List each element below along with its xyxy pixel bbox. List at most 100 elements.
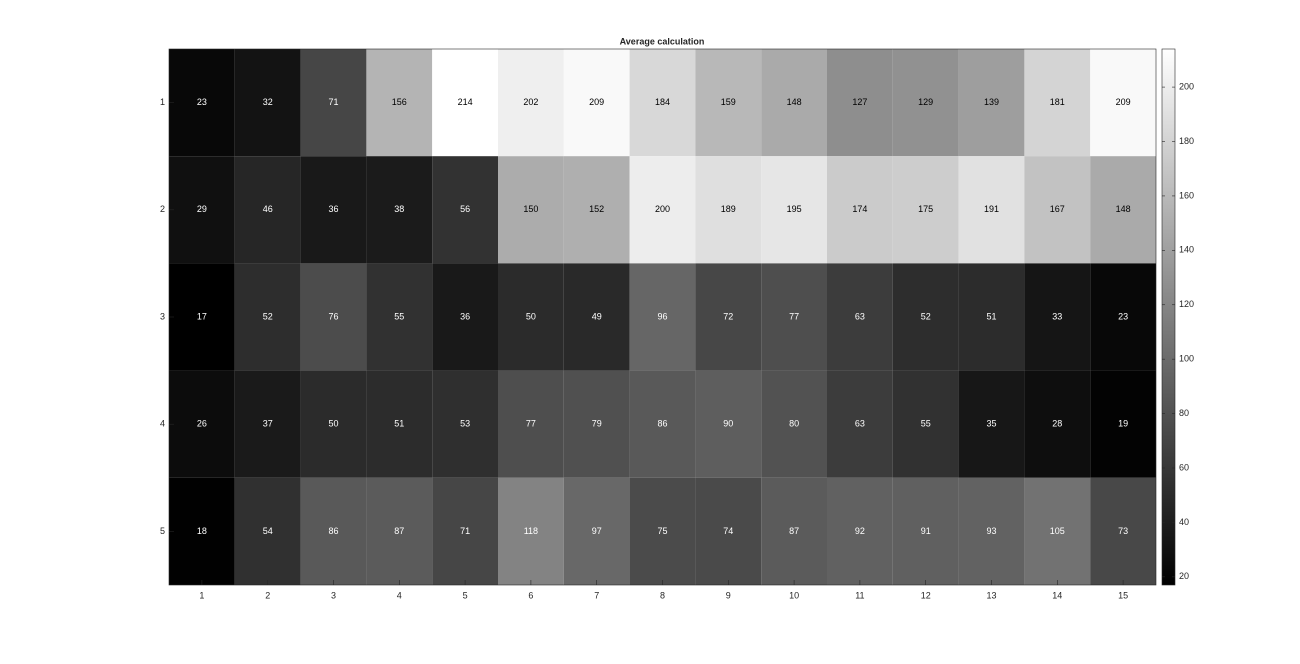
cell (695, 370, 762, 478)
x-tick-label: 9 (726, 590, 731, 600)
cell-label: 152 (589, 204, 604, 214)
cell-label: 73 (1118, 526, 1128, 536)
cell (827, 477, 893, 585)
cell-label: 71 (460, 526, 470, 536)
y-tick-label: 1 (160, 97, 165, 107)
cell-label: 55 (921, 419, 931, 429)
cell-label: 191 (984, 204, 999, 214)
cell (498, 263, 564, 371)
cell-label: 51 (394, 419, 404, 429)
cell (300, 477, 367, 585)
cell (958, 370, 1025, 478)
cell (563, 370, 630, 478)
cell-label: 195 (787, 204, 802, 214)
cell (761, 477, 827, 585)
cell-label: 50 (328, 419, 338, 429)
cell (1090, 370, 1156, 478)
cell (892, 49, 959, 157)
cell (695, 156, 762, 264)
cell (695, 263, 762, 371)
x-tick-label: 14 (1052, 590, 1062, 600)
cell-label: 74 (723, 526, 733, 536)
colorbar-tick-label: 120 (1179, 299, 1194, 309)
colorbar-tick-label: 100 (1179, 354, 1194, 364)
x-tick-label: 12 (921, 590, 931, 600)
cell-label: 32 (263, 97, 273, 107)
cell-label: 33 (1052, 311, 1062, 321)
cell (300, 263, 367, 371)
cell-label: 23 (197, 97, 207, 107)
y-tick-label: 2 (160, 204, 165, 214)
cell-label: 53 (460, 419, 470, 429)
cell (432, 370, 498, 478)
cell-label: 55 (394, 311, 404, 321)
x-tick-label: 7 (594, 590, 599, 600)
cell (234, 477, 301, 585)
cell-label: 80 (789, 419, 799, 429)
cell-label: 175 (918, 204, 933, 214)
cell-label: 38 (394, 204, 404, 214)
cell (827, 49, 893, 157)
cell-label: 90 (723, 419, 733, 429)
x-tick-label: 11 (855, 590, 864, 600)
cell-label: 93 (986, 526, 996, 536)
cell (1090, 156, 1156, 264)
cell-label: 23 (1118, 311, 1128, 321)
cell (234, 156, 301, 264)
cell-label: 86 (657, 419, 667, 429)
cell (300, 156, 367, 264)
colorbar-tick-label: 40 (1179, 517, 1189, 527)
cell (1090, 477, 1156, 585)
cell-label: 36 (460, 311, 470, 321)
cell-label: 26 (197, 419, 207, 429)
cell (563, 477, 630, 585)
colorbar-tick-label: 140 (1179, 245, 1194, 255)
x-tick-label: 2 (265, 590, 270, 600)
cell-label: 18 (197, 526, 207, 536)
colorbar-tick-label: 160 (1179, 190, 1194, 200)
cell (432, 49, 498, 157)
cell-label: 189 (721, 204, 736, 214)
cell-label: 167 (1050, 204, 1065, 214)
cell-label: 202 (523, 97, 538, 107)
y-tick-label: 4 (160, 419, 165, 429)
cell-label: 51 (986, 311, 996, 321)
cell-label: 91 (921, 526, 931, 536)
cell (958, 49, 1025, 157)
cell (563, 156, 630, 264)
cell-label: 200 (655, 204, 670, 214)
cell-label: 129 (918, 97, 933, 107)
cell (366, 370, 433, 478)
cell-label: 56 (460, 204, 470, 214)
cell-label: 35 (986, 419, 996, 429)
cell-label: 184 (655, 97, 670, 107)
cell-label: 159 (721, 97, 736, 107)
cell-label: 96 (657, 311, 667, 321)
cell (1024, 49, 1091, 157)
cell (958, 263, 1025, 371)
cell (958, 477, 1025, 585)
x-tick-label: 10 (789, 590, 799, 600)
x-tick-label: 13 (986, 590, 996, 600)
cell-label: 97 (592, 526, 602, 536)
x-tick-label: 3 (331, 590, 336, 600)
cell-label: 71 (328, 97, 338, 107)
cell-label: 50 (526, 311, 536, 321)
cell (498, 156, 564, 264)
cell (629, 477, 696, 585)
cell (1024, 156, 1091, 264)
cell (629, 49, 696, 157)
cell-label: 63 (855, 419, 865, 429)
x-tick-label: 1 (199, 590, 204, 600)
cell (958, 156, 1025, 264)
cell (234, 263, 301, 371)
colorbar-tick-label: 60 (1179, 462, 1189, 472)
cell (432, 263, 498, 371)
cell-label: 37 (263, 419, 273, 429)
cell (761, 49, 827, 157)
cell-label: 87 (394, 526, 404, 536)
colorbar (1161, 48, 1176, 586)
cell (498, 49, 564, 157)
cell-label: 77 (526, 419, 536, 429)
cell-label: 209 (1116, 97, 1131, 107)
